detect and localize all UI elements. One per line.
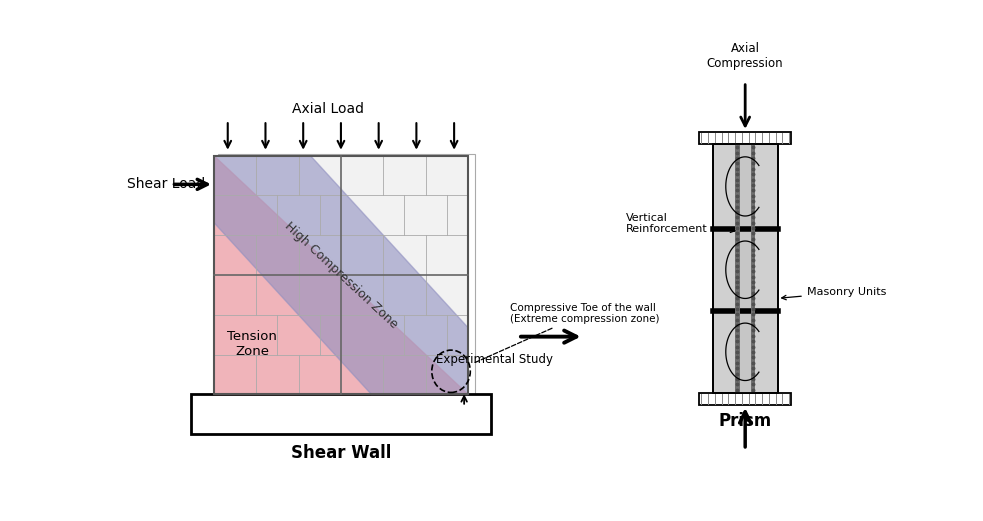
Bar [217, 154, 475, 396]
Text: Experimental Study: Experimental Study [436, 353, 553, 366]
Text: High Compression Zone: High Compression Zone [282, 219, 400, 331]
Text: Vertical
Reinforcement: Vertical Reinforcement [626, 213, 735, 234]
Bar [751, 144, 755, 393]
Bar [713, 144, 778, 393]
Bar [699, 393, 791, 405]
Text: Shear Load: Shear Load [127, 177, 205, 191]
Text: Masonry Units: Masonry Units [781, 287, 886, 300]
Bar [713, 144, 778, 393]
Text: Shear Wall: Shear Wall [291, 444, 391, 462]
Text: Axial
Compression: Axial Compression [707, 42, 783, 70]
Bar [735, 144, 739, 393]
Bar [214, 156, 468, 394]
Bar [191, 394, 492, 435]
Polygon shape [214, 156, 468, 394]
Bar [737, 144, 753, 393]
Text: Prism: Prism [719, 412, 772, 430]
Bar [699, 132, 791, 144]
Text: Tension
Zone: Tension Zone [227, 330, 277, 358]
Polygon shape [214, 156, 468, 394]
Bar [214, 156, 468, 394]
Text: Axial Load: Axial Load [292, 102, 365, 116]
Text: Compressive Toe of the wall
(Extreme compression zone): Compressive Toe of the wall (Extreme com… [475, 303, 660, 363]
